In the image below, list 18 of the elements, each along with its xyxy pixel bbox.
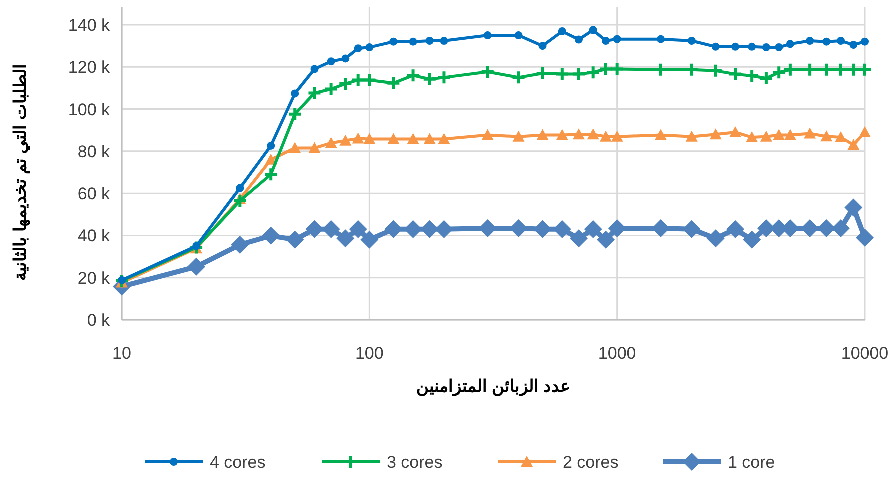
y-tick-label: 20 k bbox=[78, 268, 110, 288]
legend-label: 1 core bbox=[728, 453, 776, 472]
y-tick-label: 140 k bbox=[68, 16, 110, 35]
y-tick-label: 100 k bbox=[68, 100, 110, 120]
legend-label: 4 cores bbox=[210, 453, 266, 472]
y-tick-label: 120 k bbox=[68, 58, 110, 78]
x-tick-label: 1000 bbox=[598, 344, 636, 363]
x-tick-label: 10000 bbox=[841, 344, 889, 363]
x-axis-title: عدد الزبائن المتزامنين bbox=[416, 377, 571, 397]
legend-label: 2 cores bbox=[563, 453, 619, 472]
legend-label: 3 cores bbox=[387, 453, 443, 472]
y-tick-label: 0 k bbox=[87, 311, 110, 330]
y-axis-title: الطلبات التي تم تخديمها بالثانية bbox=[11, 64, 31, 281]
x-tick-label: 100 bbox=[355, 344, 384, 363]
y-tick-label: 40 k bbox=[78, 226, 110, 246]
y-tick-label: 60 k bbox=[78, 184, 110, 204]
x-tick-label: 10 bbox=[112, 344, 132, 363]
y-tick-label: 80 k bbox=[78, 142, 110, 162]
